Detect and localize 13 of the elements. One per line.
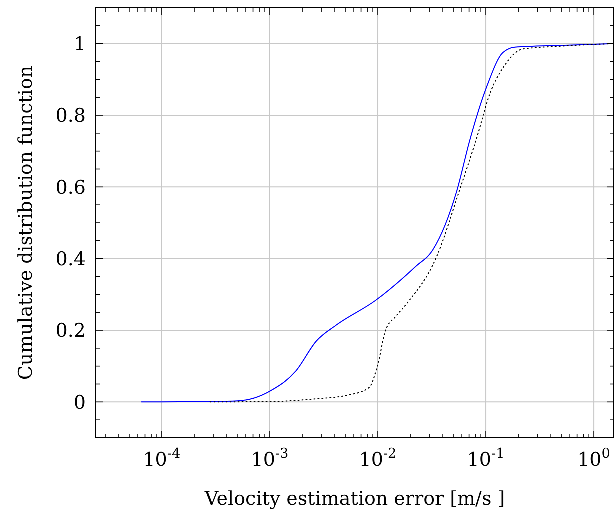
- y-tick-label: 0.4: [56, 248, 86, 270]
- x-tick-label: 10$^{-2}$: [359, 446, 397, 471]
- y-tick-label: 0.2: [56, 320, 86, 342]
- x-axis-title: Velocity estimation error [m/s ]: [204, 488, 506, 510]
- x-tick-label: 10$^{-3}$: [251, 446, 289, 471]
- y-tick-label: 0: [74, 392, 86, 414]
- y-axis-title: Cumulative distribution function: [15, 66, 37, 380]
- x-tick-label: 10$^{0}$: [578, 446, 610, 471]
- x-tick-label: 10$^{-4}$: [143, 446, 182, 471]
- y-tick-label: 0.8: [56, 105, 86, 128]
- y-tick-label: 1: [74, 33, 86, 56]
- y-tick-label: 0.6: [56, 176, 86, 199]
- x-tick-label: 10$^{-1}$: [467, 446, 505, 471]
